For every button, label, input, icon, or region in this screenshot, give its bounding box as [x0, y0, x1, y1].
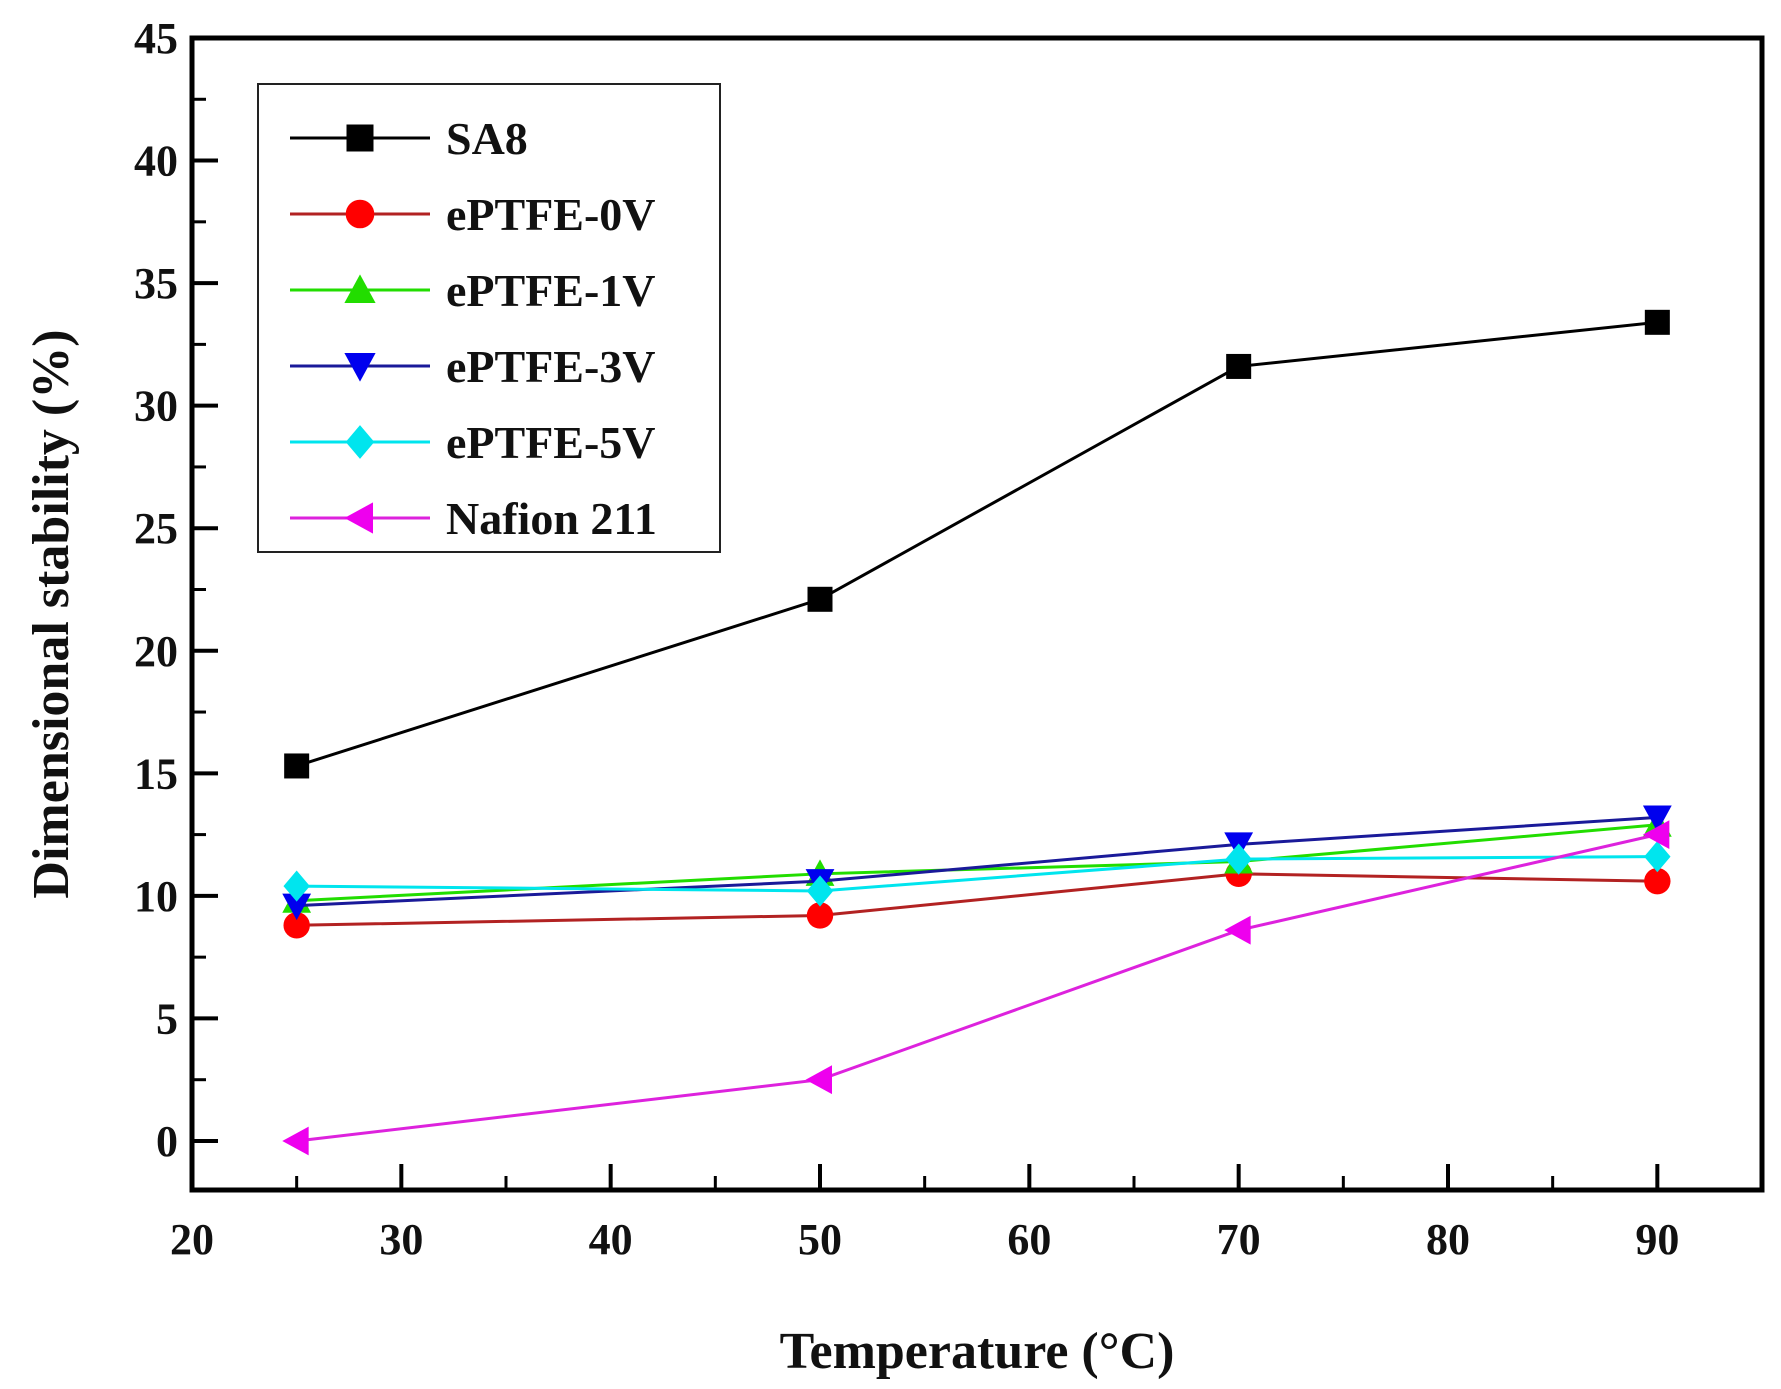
y-axis-title: Dimensional stability (%) — [23, 329, 80, 898]
data-point — [283, 912, 310, 939]
data-point — [1226, 353, 1252, 379]
data-point — [1644, 309, 1670, 335]
legend-marker — [344, 274, 376, 303]
legend-item-5: Nafion 211 — [290, 493, 657, 544]
y-tick-label: 5 — [156, 994, 178, 1043]
x-tick-label: 20 — [170, 1215, 214, 1264]
data-point — [806, 902, 834, 929]
legend-marker — [344, 353, 376, 382]
legend-item-2: ePTFE-1V — [290, 265, 656, 316]
data-point — [1642, 805, 1672, 832]
data-point — [1642, 820, 1670, 849]
ticks: 20 30 40 50 60 70 80 90 0 5 10 15 20 25 30 35 40 45 — [134, 14, 1679, 1264]
series-4 — [283, 841, 1671, 907]
series-0 — [284, 309, 1670, 779]
legend-marker — [345, 425, 375, 459]
series-group — [282, 309, 1672, 1156]
x-tick-label: 70 — [1217, 1215, 1261, 1264]
data-point — [1644, 841, 1671, 873]
y-tick-label: 25 — [134, 504, 178, 553]
series-3 — [282, 805, 1672, 921]
y-tick-label: 40 — [134, 137, 178, 186]
x-axis-title: Temperature (°C) — [780, 1323, 1175, 1380]
series-5 — [282, 820, 1670, 1156]
y-tick-label: 45 — [134, 14, 178, 63]
series-line — [296, 872, 1658, 927]
legend-item-4: ePTFE-5V — [290, 417, 656, 468]
data-point — [282, 893, 312, 921]
legend-item-0: SA8 — [290, 113, 528, 164]
plot-frame — [189, 35, 1765, 1193]
x-tick-label: 50 — [798, 1215, 842, 1264]
data-point — [806, 875, 834, 907]
x-tick-label: 30 — [379, 1215, 423, 1264]
data-point — [284, 753, 310, 779]
legend-label: ePTFE-5V — [446, 417, 656, 468]
legend-box — [257, 83, 721, 553]
data-point — [1644, 867, 1671, 895]
legend-label: ePTFE-3V — [446, 341, 656, 392]
legend-label: SA8 — [446, 113, 528, 164]
series-1 — [283, 860, 1671, 939]
legend-marker — [345, 199, 375, 229]
y-tick-label: 30 — [134, 382, 178, 431]
data-point — [282, 1126, 309, 1156]
legend-label: Nafion 211 — [446, 493, 657, 544]
x-tick-label: 80 — [1426, 1215, 1470, 1264]
x-tick-label: 40 — [589, 1215, 633, 1264]
y-tick-label: 10 — [134, 872, 178, 921]
series-line — [296, 815, 1658, 908]
legend-marker — [344, 502, 373, 534]
data-point — [1224, 915, 1251, 945]
legend-marker — [346, 124, 374, 152]
x-tick-label: 60 — [1007, 1215, 1051, 1264]
data-point — [1225, 843, 1252, 875]
data-point — [805, 1065, 832, 1095]
y-tick-label: 0 — [156, 1117, 178, 1166]
x-tick-label: 90 — [1635, 1215, 1679, 1264]
legend-label: ePTFE-1V — [446, 265, 656, 316]
data-point — [283, 870, 310, 902]
legend-label: ePTFE-0V — [446, 189, 656, 240]
legend: SA8 ePTFE-0V ePTFE-1V ePTFE-3V ePTFE-5V Nafio… — [257, 83, 721, 553]
legend-item-1: ePTFE-0V — [290, 189, 656, 240]
data-point — [807, 586, 833, 612]
y-tick-label: 20 — [134, 627, 178, 676]
y-tick-label: 15 — [134, 749, 178, 798]
series-line — [296, 833, 1658, 1143]
series-line — [296, 320, 1658, 768]
series-line — [296, 855, 1658, 893]
legend-item-3: ePTFE-3V — [290, 341, 656, 392]
y-tick-label: 35 — [134, 259, 178, 308]
